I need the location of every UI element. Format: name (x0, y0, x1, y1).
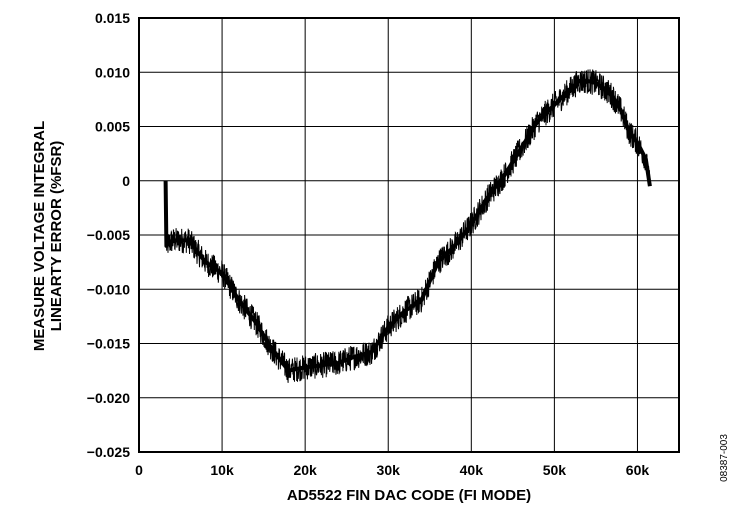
figure-id: 08387-003 (719, 434, 730, 482)
y-tick-label: 0 (122, 173, 130, 189)
x-tick-label: 10k (210, 462, 234, 478)
x-tick-label: 0 (135, 462, 143, 478)
y-tick-label: −0.020 (87, 390, 130, 406)
y-tick-label: −0.025 (87, 444, 130, 460)
plot-area (163, 69, 652, 383)
y-tick-label: −0.010 (87, 281, 130, 297)
y-tick-label: −0.005 (87, 227, 130, 243)
y-tick-label: 0.005 (95, 119, 130, 135)
series-trend-line (163, 78, 652, 373)
x-axis-title: AD5522 FIN DAC CODE (FI MODE) (287, 487, 531, 504)
y-tick-label: 0.010 (95, 64, 130, 80)
y-tick-label: −0.015 (87, 336, 130, 352)
y-axis-title: MEASURE VOLTAGE INTEGRAL LINEARTY ERROR … (31, 121, 65, 351)
y-axis-title-line-2: LINEARTY ERROR (%FSR) (48, 141, 65, 332)
tick-labels: 0 10k 20k 30k 40k 50k 60k −0.025 −0.020 −0.015 −0.… (87, 10, 650, 478)
grid (139, 18, 679, 452)
x-tick-label: 40k (460, 462, 484, 478)
series-line (165, 69, 651, 383)
y-axis-title-line-1: MEASURE VOLTAGE INTEGRAL (31, 121, 48, 351)
x-tick-label: 50k (543, 462, 567, 478)
x-tick-label: 20k (293, 462, 317, 478)
plot-frame (138, 17, 680, 453)
x-tick-label: 60k (626, 462, 650, 478)
x-tick-label: 30k (377, 462, 401, 478)
y-tick-label: 0.015 (95, 10, 130, 26)
